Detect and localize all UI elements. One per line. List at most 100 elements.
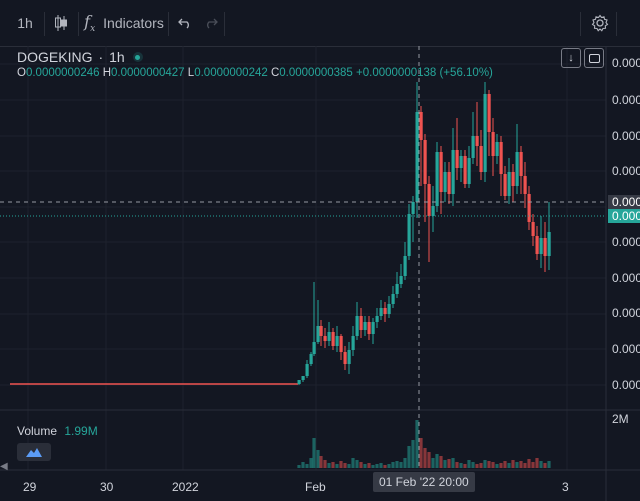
candle-body	[309, 354, 313, 364]
redo-button[interactable]	[200, 8, 222, 38]
high-value: 0.0000000427	[111, 67, 185, 79]
volume-bar	[297, 465, 301, 468]
candle-body	[503, 174, 507, 196]
volume-bar	[455, 462, 459, 468]
collapse-pane-button[interactable]	[17, 443, 51, 461]
volume-bar	[519, 461, 523, 468]
fullscreen-button[interactable]	[584, 48, 604, 68]
price-axis-label: 0.0000	[612, 56, 640, 70]
chevron-left-icon: ◀	[0, 461, 8, 472]
undo-icon	[178, 18, 189, 29]
volume-value: 1.99M	[64, 424, 98, 438]
candle-body	[419, 112, 423, 140]
toolbar-divider	[78, 12, 79, 36]
candle-body	[459, 156, 463, 168]
symbol-interval: 1h	[109, 49, 125, 65]
candle-body	[435, 152, 439, 206]
candle-body	[331, 332, 335, 346]
volume-bar	[507, 463, 511, 468]
undo-button[interactable]	[174, 8, 196, 38]
candle-body	[511, 172, 515, 186]
candle-body	[375, 316, 379, 322]
candle-body	[519, 152, 523, 176]
chart-overlay	[0, 46, 606, 470]
candle-body	[523, 176, 527, 194]
candle-body	[312, 342, 316, 354]
indicators-label: Indicators	[103, 15, 164, 31]
volume-bar	[539, 461, 543, 468]
volume-bar	[383, 465, 387, 468]
close-key: C	[270, 67, 280, 79]
volume-bar	[355, 460, 359, 468]
volume-bar	[463, 464, 467, 468]
volume-bar	[439, 456, 443, 468]
volume-bar	[399, 462, 403, 468]
scroll-to-bottom-button[interactable]: ↓	[561, 48, 581, 68]
candle-body	[423, 140, 427, 184]
price-axis-label: 0.0000	[612, 342, 640, 356]
close-value: 0.0000000385	[279, 67, 353, 79]
candle-body	[463, 156, 467, 184]
candle-body	[439, 152, 443, 192]
volume-bar	[515, 462, 519, 468]
volume-bar	[301, 462, 305, 468]
candle-body	[347, 350, 351, 364]
volume-bar	[359, 462, 363, 468]
toolbar-divider	[616, 12, 617, 36]
candle-body	[483, 94, 487, 172]
volume-bar	[387, 464, 391, 468]
volume-bar	[443, 460, 447, 468]
candle-body	[475, 136, 479, 146]
indicators-button[interactable]: fx Indicators	[84, 8, 164, 38]
candle-body	[479, 146, 483, 172]
volume-bar	[423, 448, 427, 468]
candle-body	[543, 238, 547, 256]
candle-body	[495, 142, 499, 156]
price-chart[interactable]	[0, 46, 640, 501]
low-key: L	[187, 67, 195, 79]
price-axis-label: 0.0000	[612, 129, 640, 143]
volume-bar	[351, 458, 355, 468]
candle-body	[443, 172, 447, 192]
candle-body	[531, 222, 535, 236]
volume-bar	[419, 438, 423, 468]
volume-bar	[543, 463, 547, 468]
candle-body	[403, 256, 407, 276]
chart-type-button[interactable]	[48, 8, 74, 38]
symbol-sep: ·	[98, 49, 104, 65]
price-axis-label: 0.0000	[612, 306, 640, 320]
candle-body	[327, 332, 331, 341]
candle-body	[431, 206, 435, 216]
price-axis-label: 0.0000	[612, 378, 640, 392]
interval-button[interactable]: 1h	[10, 8, 40, 38]
high-key: H	[102, 67, 112, 79]
volume-bar	[547, 461, 551, 468]
interval-label: 1h	[17, 15, 33, 31]
candlestick-icon	[55, 15, 67, 31]
ohlc-legend: O0.0000000246 H0.0000000427 L0.000000024…	[17, 67, 493, 79]
volume-bar	[447, 459, 451, 468]
market-status-icon	[132, 52, 143, 62]
volume-bar	[435, 454, 439, 468]
candle-body	[371, 322, 375, 334]
volume-bar	[375, 464, 379, 468]
candle-body	[451, 150, 455, 194]
candle-body	[297, 380, 301, 384]
volume-bar	[371, 465, 375, 468]
candle-body	[391, 294, 395, 304]
candle-body	[467, 158, 471, 184]
symbol-legend[interactable]: DOGEKING · 1h	[17, 49, 143, 65]
scroll-left-button[interactable]: ◀	[0, 458, 10, 476]
candle-body	[539, 238, 543, 254]
settings-button[interactable]	[588, 8, 612, 38]
volume-bar	[403, 458, 407, 468]
volume-bar	[491, 462, 495, 468]
volume-bar	[395, 461, 399, 468]
function-icon: fx	[84, 11, 96, 35]
volume-bar	[531, 462, 535, 468]
toolbar-divider	[580, 12, 581, 36]
volume-bar	[305, 464, 309, 468]
candle-body	[367, 322, 371, 334]
volume-bar	[459, 463, 463, 468]
candle-body	[387, 304, 391, 314]
